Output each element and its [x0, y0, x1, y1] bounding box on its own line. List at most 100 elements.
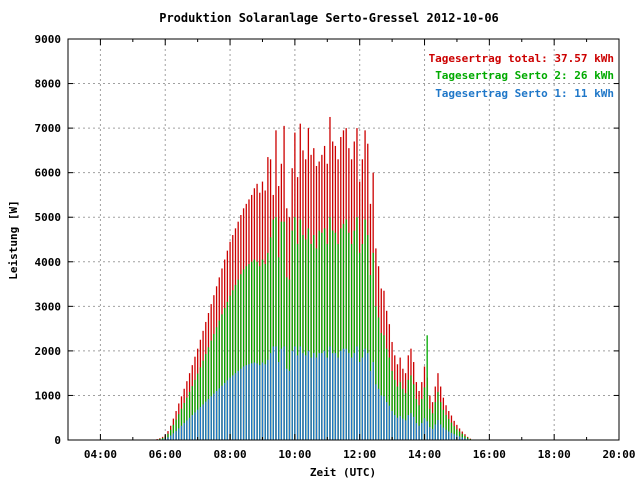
bar-serto2: [359, 252, 361, 440]
bar-serto1: [283, 346, 285, 440]
bar-serto2: [264, 264, 266, 440]
bar-serto1: [170, 435, 172, 440]
bar-serto1: [226, 380, 229, 440]
bar-serto1: [202, 404, 204, 440]
bar-serto2: [326, 243, 328, 440]
bar-serto1: [199, 407, 202, 440]
bar-serto2: [345, 219, 347, 440]
bar-serto1: [180, 425, 183, 440]
bar-serto2: [467, 437, 469, 440]
bar-serto1: [272, 346, 274, 440]
bar-serto2: [386, 348, 388, 440]
bar-serto2: [183, 403, 185, 440]
bar-serto1: [383, 396, 385, 440]
bar-serto1: [267, 359, 269, 440]
y-tick-label: 3000: [35, 300, 62, 313]
bar-serto2: [375, 306, 377, 440]
bar-serto1: [278, 362, 280, 440]
bar-serto1: [313, 353, 315, 440]
bar-serto2: [221, 314, 223, 440]
x-axis-ticks: 04:00 06:00 08:00 10:00 12:00 14:00 16:00 18:00…: [67, 39, 636, 461]
bar-serto1: [175, 431, 177, 440]
bar-serto1: [350, 357, 353, 440]
bar-serto2: [450, 422, 453, 440]
bar-serto1: [429, 427, 431, 440]
bar-serto2: [296, 243, 299, 440]
bar-serto1: [356, 346, 358, 440]
y-tick-label: 5000: [35, 211, 62, 224]
bar-serto1: [359, 362, 361, 440]
bar-serto1: [391, 411, 393, 440]
bar-serto1: [442, 427, 445, 440]
legend-entry-total: Tagesertrag total: 37.57 kWh: [429, 52, 614, 65]
bar-serto1: [423, 418, 426, 440]
y-tick-label: 1000: [35, 389, 62, 402]
bar-serto2: [194, 379, 196, 440]
bar-series: [156, 116, 472, 441]
bar-serto2: [269, 237, 272, 440]
bar-serto2: [337, 243, 339, 440]
bar-serto2: [340, 228, 342, 440]
bar-serto1: [361, 357, 364, 440]
bar-serto2: [348, 232, 350, 440]
legend-entry-serto2: Tagesertrag Serto 2: 26 kWh: [435, 69, 614, 82]
bar-serto1: [286, 368, 288, 440]
bar-serto2: [261, 259, 264, 440]
bar-serto2: [404, 393, 407, 440]
bar-serto2: [329, 217, 331, 440]
bar-serto1: [418, 425, 420, 440]
x-tick-label: 14:00: [408, 448, 441, 461]
bar-serto2: [434, 402, 436, 440]
bar-serto2: [399, 382, 401, 440]
bar-serto2: [170, 429, 172, 440]
bar-serto2: [186, 397, 188, 440]
bar-serto2: [286, 277, 288, 440]
bar-serto2: [199, 367, 202, 440]
bar-serto2: [259, 266, 261, 440]
bar-serto1: [210, 396, 212, 440]
bar-serto1: [380, 395, 382, 440]
bar-serto2: [197, 373, 199, 440]
bar-serto1: [194, 412, 196, 440]
bar-serto1: [188, 417, 191, 440]
bar-serto2: [429, 408, 431, 440]
bar-serto2: [407, 379, 409, 440]
bar-serto2: [213, 333, 215, 440]
bar-serto1: [367, 353, 369, 440]
bar-serto1: [207, 399, 210, 440]
bar-serto2: [437, 391, 439, 440]
bar-serto2: [321, 232, 323, 440]
bar-serto1: [364, 348, 366, 440]
bar-serto2: [240, 274, 242, 440]
bar-serto2: [391, 370, 393, 440]
bar-serto1: [337, 357, 339, 440]
bar-serto2: [245, 266, 247, 440]
bar-serto2: [188, 391, 191, 440]
bar-serto2: [418, 405, 420, 440]
bar-serto1: [369, 370, 372, 440]
bar-serto2: [205, 354, 207, 440]
bar-serto1: [213, 393, 215, 440]
bar-serto2: [396, 386, 399, 440]
bar-serto1: [183, 423, 185, 440]
bar-serto2: [394, 379, 396, 440]
bar-serto2: [307, 228, 310, 440]
bar-serto1: [437, 419, 439, 440]
bar-serto1: [461, 437, 463, 440]
bar-serto1: [445, 429, 447, 440]
bar-serto2: [161, 438, 164, 440]
bar-serto1: [334, 353, 337, 440]
bar-serto2: [367, 235, 369, 440]
y-axis-label: Leistung [W]: [7, 200, 20, 279]
y-tick-label: 0: [54, 434, 61, 447]
bar-serto2: [372, 252, 374, 440]
bar-serto2: [361, 243, 364, 440]
bar-serto2: [423, 387, 426, 440]
y-tick-label: 7000: [35, 122, 62, 135]
bar-serto2: [278, 257, 280, 440]
x-tick-label: 10:00: [278, 448, 311, 461]
legend: Tagesertrag total: 37.57 kWh Tagesertrag…: [429, 52, 614, 100]
bar-serto1: [232, 375, 234, 440]
bar-serto1: [329, 346, 331, 440]
